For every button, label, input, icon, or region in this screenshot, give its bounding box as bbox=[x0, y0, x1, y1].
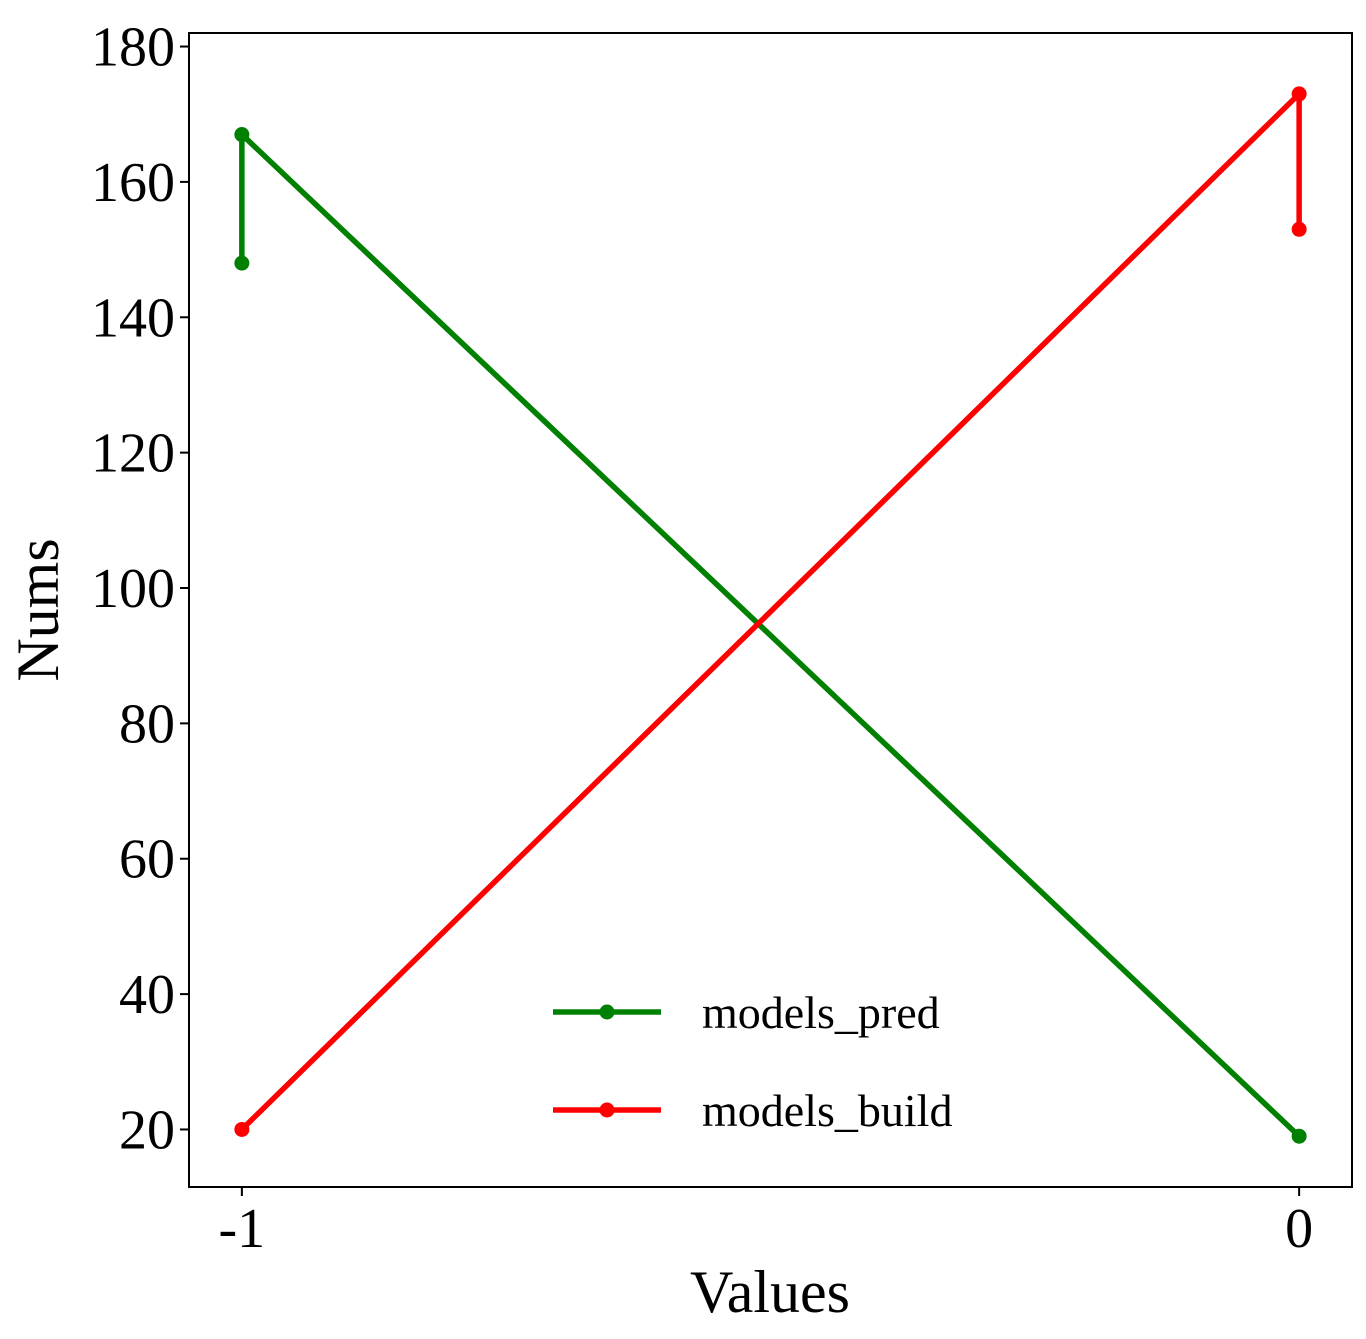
y-axis: 20 40 60 80 100 120 140 160 180 bbox=[91, 17, 189, 1161]
y-tick-label: 180 bbox=[91, 17, 175, 79]
data-point bbox=[1291, 1128, 1307, 1144]
legend-label: models_build bbox=[702, 1085, 952, 1136]
y-tick-label: 40 bbox=[119, 964, 175, 1026]
data-point bbox=[234, 127, 250, 143]
data-point bbox=[234, 255, 250, 271]
y-axis-label: Nums bbox=[5, 538, 71, 681]
legend-marker bbox=[599, 1102, 615, 1118]
x-axis: -1 0 bbox=[219, 1187, 1313, 1260]
data-point bbox=[1291, 221, 1307, 237]
legend-item: models_build bbox=[553, 1085, 952, 1136]
series-layer bbox=[234, 86, 1307, 1144]
y-tick-label: 160 bbox=[91, 152, 175, 214]
plot-frame bbox=[188, 32, 1353, 1188]
x-axis-label: Values bbox=[690, 1259, 850, 1325]
legend-marker bbox=[599, 1004, 615, 1020]
series-models_pred bbox=[234, 127, 1307, 1144]
legend-item: models_pred bbox=[553, 987, 940, 1038]
series-models_build bbox=[234, 86, 1307, 1137]
legend-label: models_pred bbox=[702, 987, 940, 1038]
x-tick-label: -1 bbox=[219, 1198, 266, 1260]
y-tick-label: 140 bbox=[91, 287, 175, 349]
y-tick-label: 20 bbox=[119, 1099, 175, 1161]
x-tick-label: 0 bbox=[1285, 1198, 1313, 1260]
data-point bbox=[234, 1121, 250, 1137]
legend: models_pred models_build bbox=[553, 987, 952, 1136]
y-tick-label: 100 bbox=[91, 558, 175, 620]
y-tick-label: 120 bbox=[91, 423, 175, 485]
y-tick-label: 60 bbox=[119, 829, 175, 891]
y-tick-label: 80 bbox=[119, 693, 175, 755]
data-point bbox=[1291, 86, 1307, 102]
